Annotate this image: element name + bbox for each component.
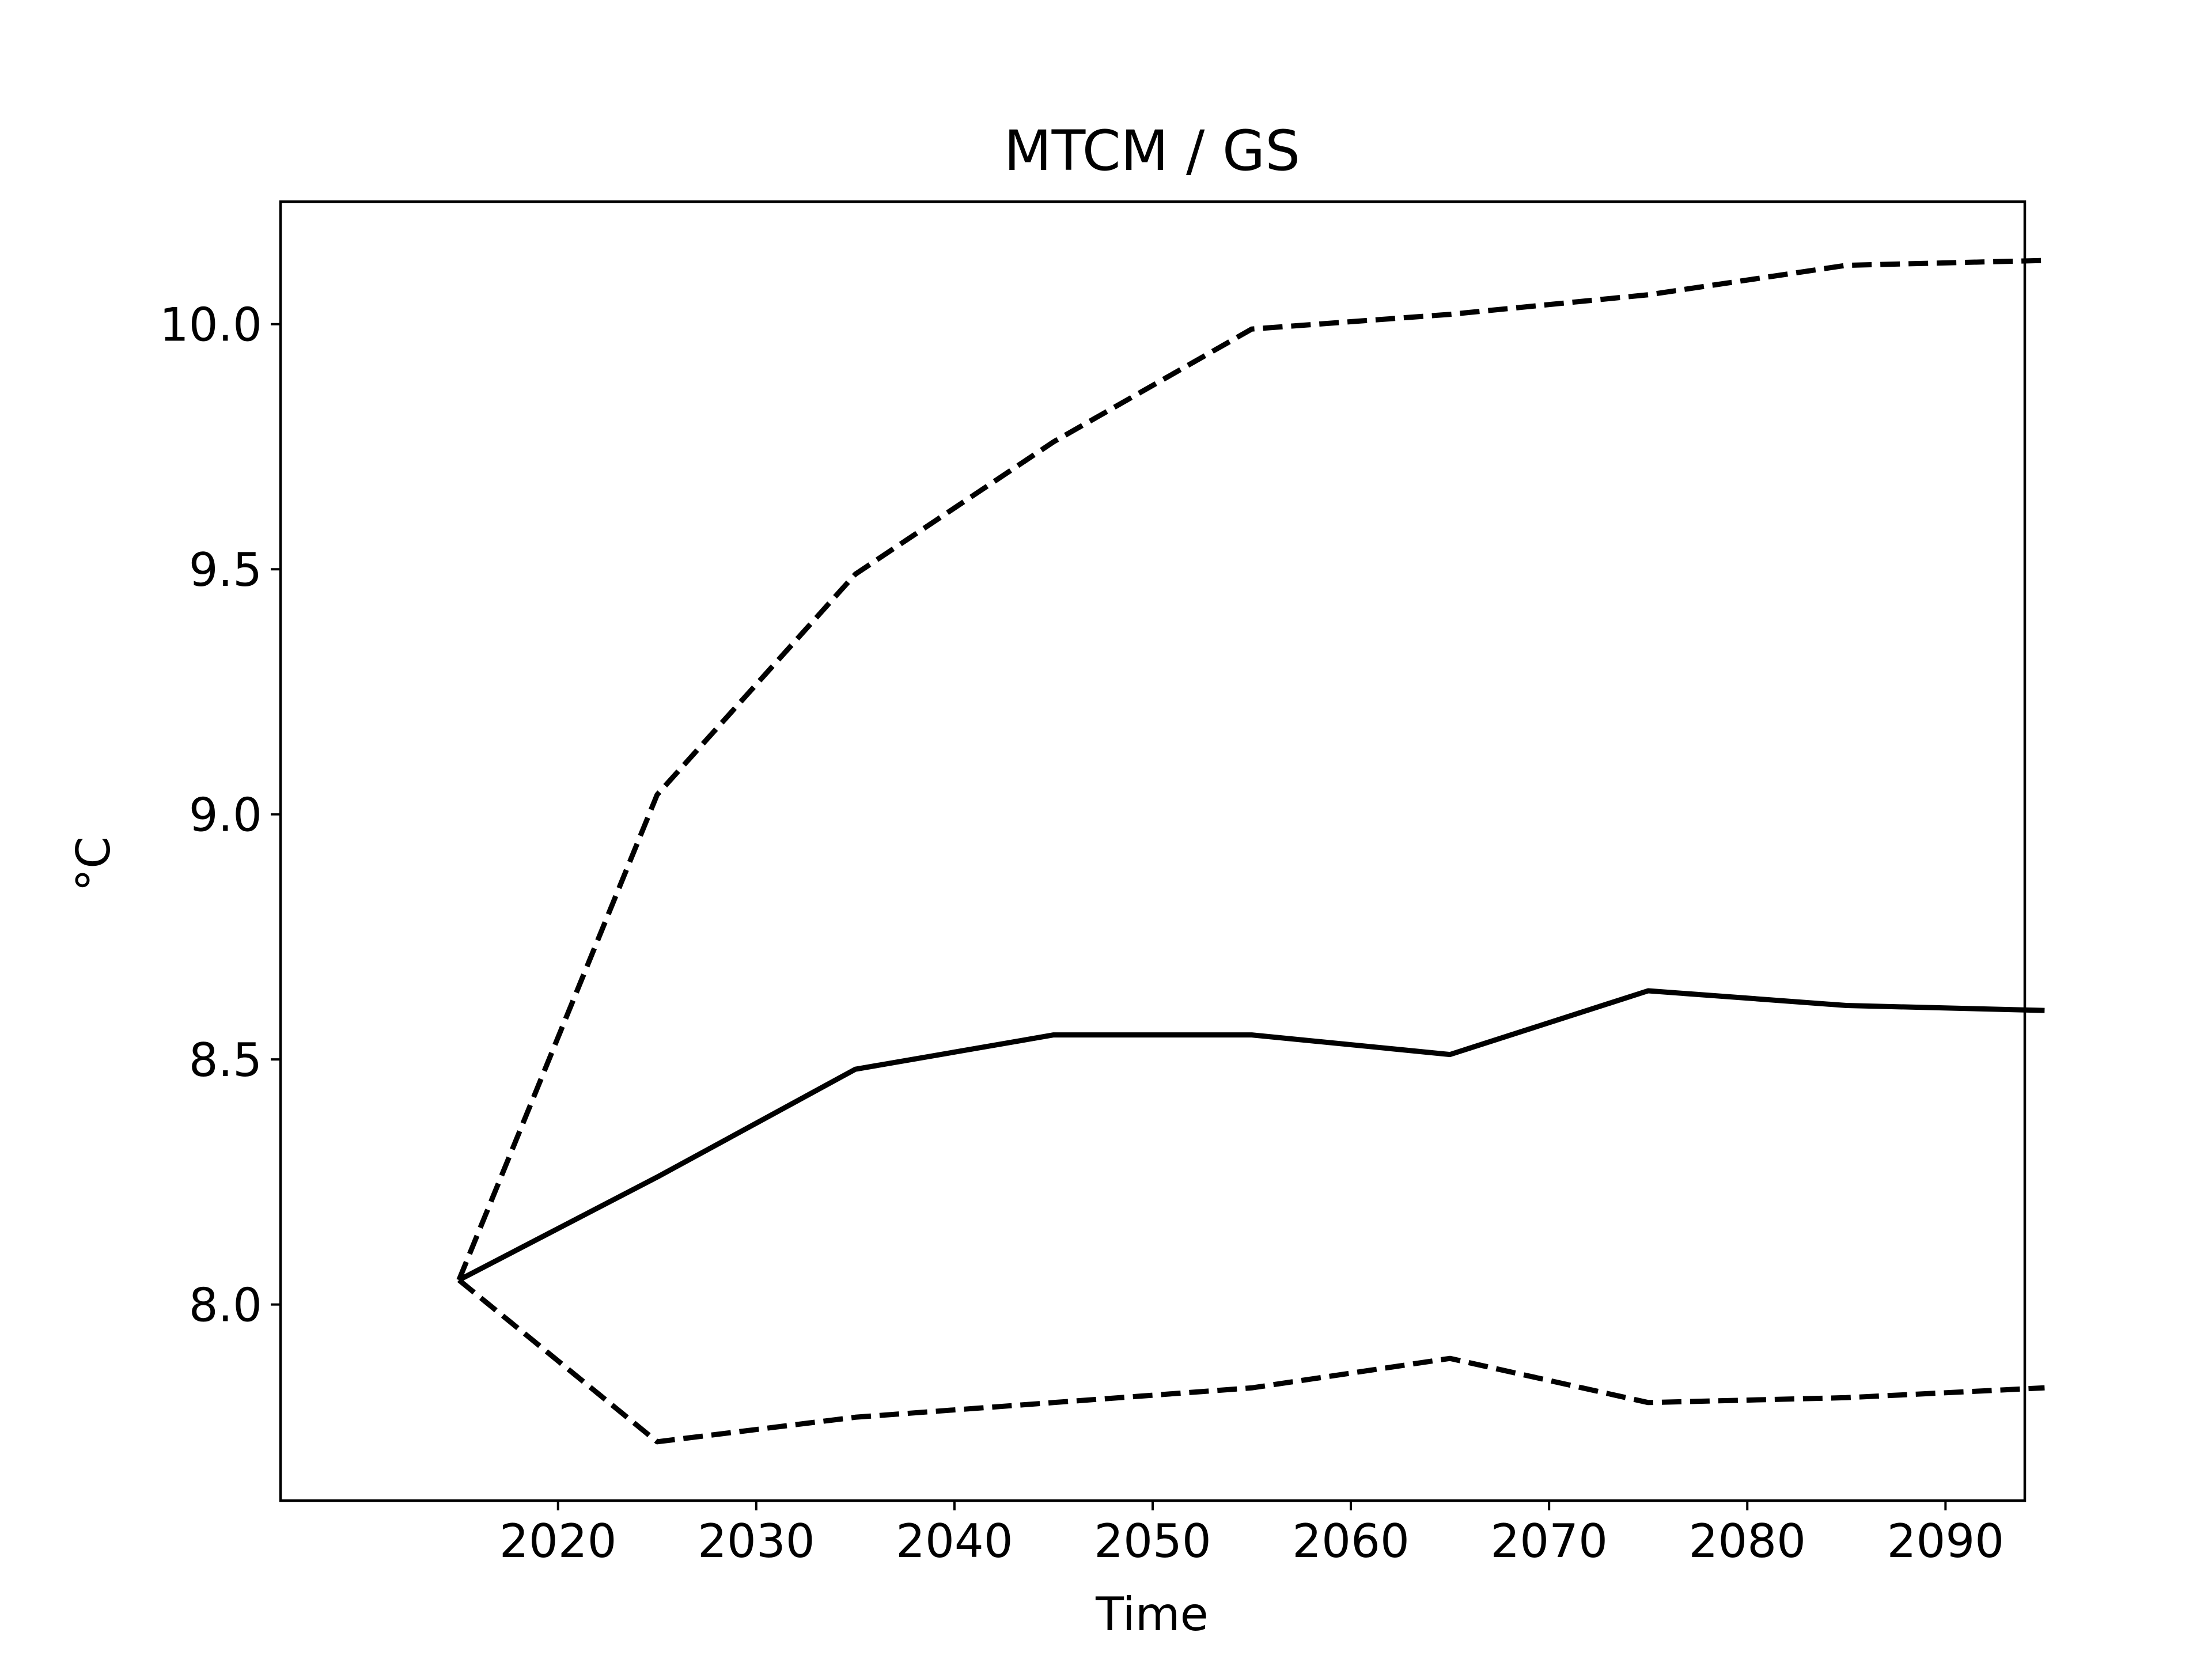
x-tick-label-2050: 2050 <box>1094 1514 1211 1568</box>
y-axis-label: °C <box>67 836 120 892</box>
x-tick-label-2020: 2020 <box>499 1514 617 1568</box>
x-tick-label-2040: 2040 <box>896 1514 1013 1568</box>
x-tick-label-2090: 2090 <box>1887 1514 2005 1568</box>
x-tick-label-2080: 2080 <box>1688 1514 1806 1568</box>
x-tick-label-2030: 2030 <box>698 1514 815 1568</box>
y-tick-label-9.0: 9.0 <box>189 789 262 842</box>
x-axis-label: Time <box>1095 1588 1209 1641</box>
y-tick-label-9.5: 9.5 <box>189 543 262 597</box>
y-tick-label-10.0: 10.0 <box>160 298 262 352</box>
chart-title: MTCM / GS <box>1004 119 1300 183</box>
y-tick-label-8.0: 8.0 <box>189 1279 262 1332</box>
x-tick-label-2060: 2060 <box>1292 1514 1410 1568</box>
y-tick-label-8.5: 8.5 <box>189 1033 262 1087</box>
x-tick-label-2070: 2070 <box>1490 1514 1608 1568</box>
